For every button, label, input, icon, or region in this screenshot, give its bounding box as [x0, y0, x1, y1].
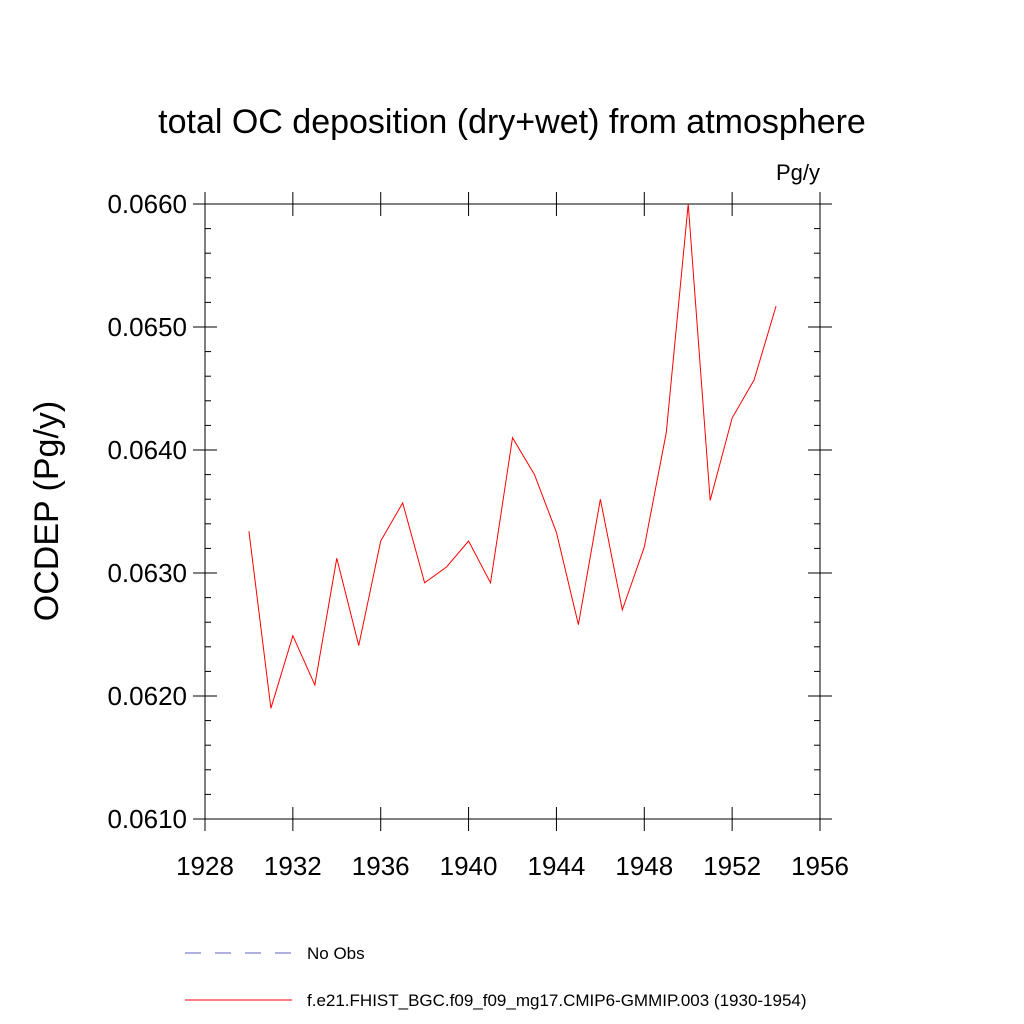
units-label: Pg/y [776, 160, 820, 185]
legend: No Obs f.e21.FHIST_BGC.f09_f09_mg17.CMIP… [185, 944, 807, 1010]
plot-frame [204, 203, 821, 820]
x-tick-label: 1936 [352, 851, 410, 881]
y-axis-label: OCDEP (Pg/y) [28, 401, 66, 621]
x-tick-label: 1944 [528, 851, 586, 881]
x-axis: 1928 1932 1936 1940 1944 1948 1952 1956 [176, 192, 849, 881]
x-tick-label: 1940 [440, 851, 498, 881]
series-line [248, 203, 777, 709]
x-tick-label: 1948 [615, 851, 673, 881]
x-tick-label: 1952 [703, 851, 761, 881]
y-tick-label: 0.0610 [107, 804, 187, 834]
x-tick-label: 1932 [264, 851, 322, 881]
y-axis: 0.0610 0.0620 0.0630 0.0640 0.0650 0.0660 [107, 189, 832, 834]
y-tick-label: 0.0630 [107, 558, 187, 588]
x-tick-label: 1956 [791, 851, 849, 881]
legend-label-no-obs: No Obs [307, 944, 365, 963]
y-tick-label: 0.0640 [107, 435, 187, 465]
legend-label-model: f.e21.FHIST_BGC.f09_f09_mg17.CMIP6-GMMIP… [307, 991, 807, 1010]
y-tick-label: 0.0660 [107, 189, 187, 219]
y-tick-label: 0.0650 [107, 312, 187, 342]
chart-title: total OC deposition (dry+wet) from atmos… [158, 103, 866, 141]
series-layer [248, 203, 777, 709]
x-tick-label: 1928 [176, 851, 234, 881]
y-tick-label: 0.0620 [107, 681, 187, 711]
